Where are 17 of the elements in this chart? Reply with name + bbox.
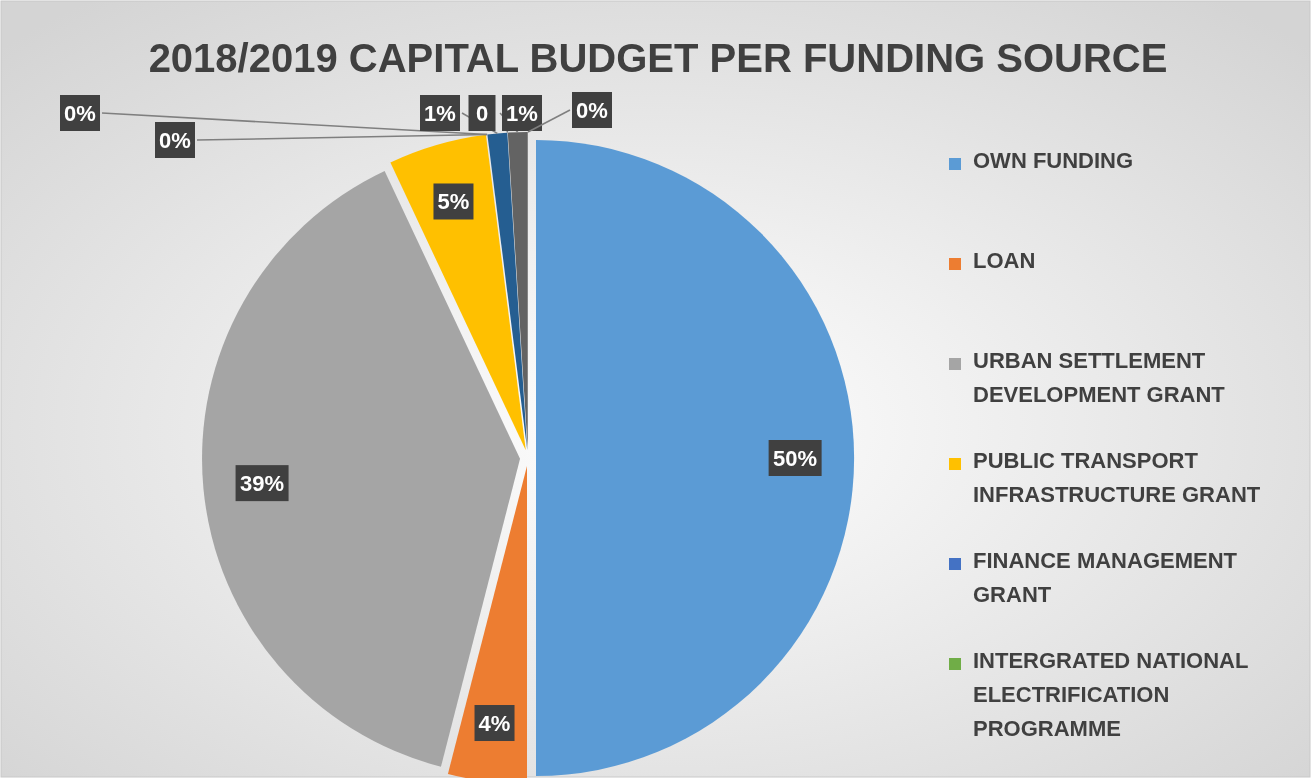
data-label: 5% — [437, 189, 470, 215]
legend-label: INTERGRATED NATIONAL ELECTRIFICATION PROGRAMME — [973, 648, 1249, 741]
data-label: 1% — [424, 101, 456, 126]
legend-label: OWN FUNDING — [973, 148, 1134, 173]
legend-label: PUBLIC TRANSPORT INFRASTRUCTURE GRANT — [973, 448, 1261, 507]
text: 0% — [64, 101, 96, 126]
text: 0% — [159, 128, 191, 153]
data-label: 50% — [773, 446, 818, 471]
legend-label: LOAN — [973, 248, 1036, 273]
data-label: 4% — [478, 711, 511, 737]
data-label: 1% — [506, 101, 538, 126]
chart-title: 2018/2019 CAPITAL BUDGET PER FUNDING SOURCE — [148, 36, 1168, 80]
text: 0% — [576, 98, 608, 123]
legend-label: FINANCE MANAGEMENT GRANT — [973, 548, 1238, 607]
data-label: 39% — [240, 471, 285, 497]
legend-label: URBAN SETTLEMENT DEVELOPMENT GRANT — [973, 348, 1226, 407]
text: 0 — [475, 101, 489, 126]
